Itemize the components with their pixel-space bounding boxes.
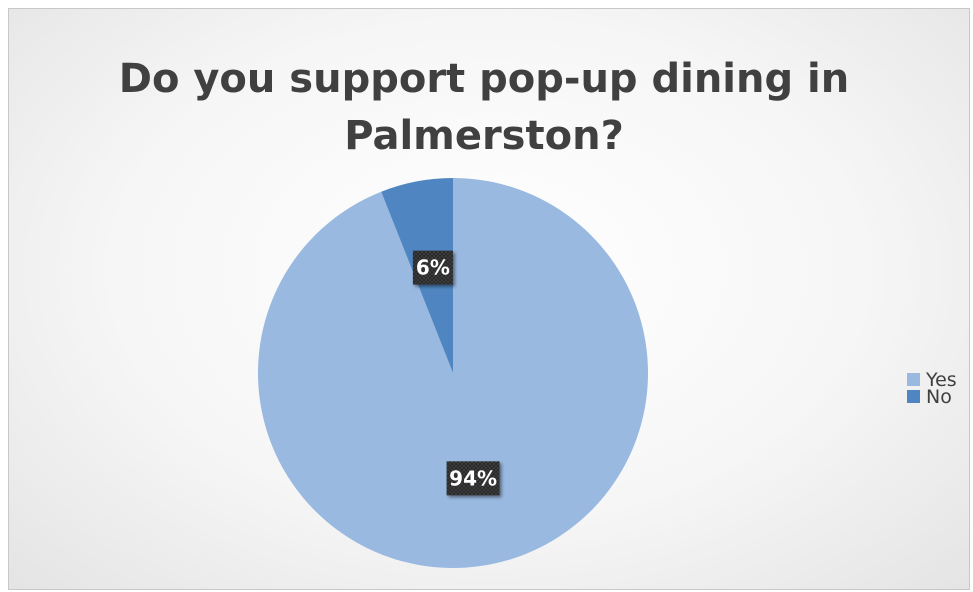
data-label-yes: 94% [449, 466, 497, 490]
chart-title-line-2: Palmerston? [344, 113, 624, 159]
legend-label-yes: Yes [925, 369, 957, 391]
chart-area: Do you support pop-up dining in Palmerst… [8, 8, 970, 590]
data-label-no: 6% [416, 256, 450, 280]
legend-swatch-yes [907, 373, 920, 386]
legend-label-no: No [926, 386, 952, 408]
chart-title-line-1: Do you support pop-up dining in [119, 56, 850, 102]
data-label-box-no [412, 250, 453, 285]
legend-swatch-no [907, 390, 920, 403]
pie-slices [258, 178, 648, 568]
pie-slice-yes [258, 178, 648, 568]
pie-chart: Do you support pop-up dining in Palmerst… [119, 56, 957, 568]
data-labels: 94% 6% [412, 250, 500, 496]
legend: Yes No [907, 369, 957, 408]
data-label-box-yes [446, 461, 500, 496]
